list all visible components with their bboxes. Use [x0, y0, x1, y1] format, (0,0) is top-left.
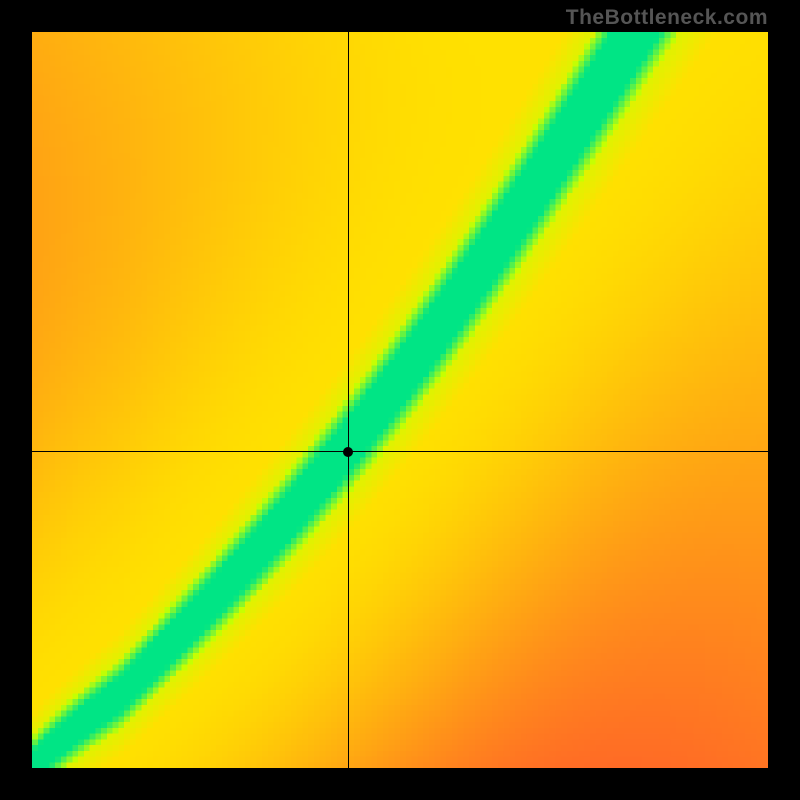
- chart-container: TheBottleneck.com: [0, 0, 800, 800]
- crosshair-horizontal: [32, 451, 768, 452]
- crosshair-vertical: [348, 32, 349, 768]
- watermark-text: TheBottleneck.com: [566, 6, 768, 30]
- selected-point-marker: [343, 447, 353, 457]
- bottleneck-heatmap: [32, 32, 768, 768]
